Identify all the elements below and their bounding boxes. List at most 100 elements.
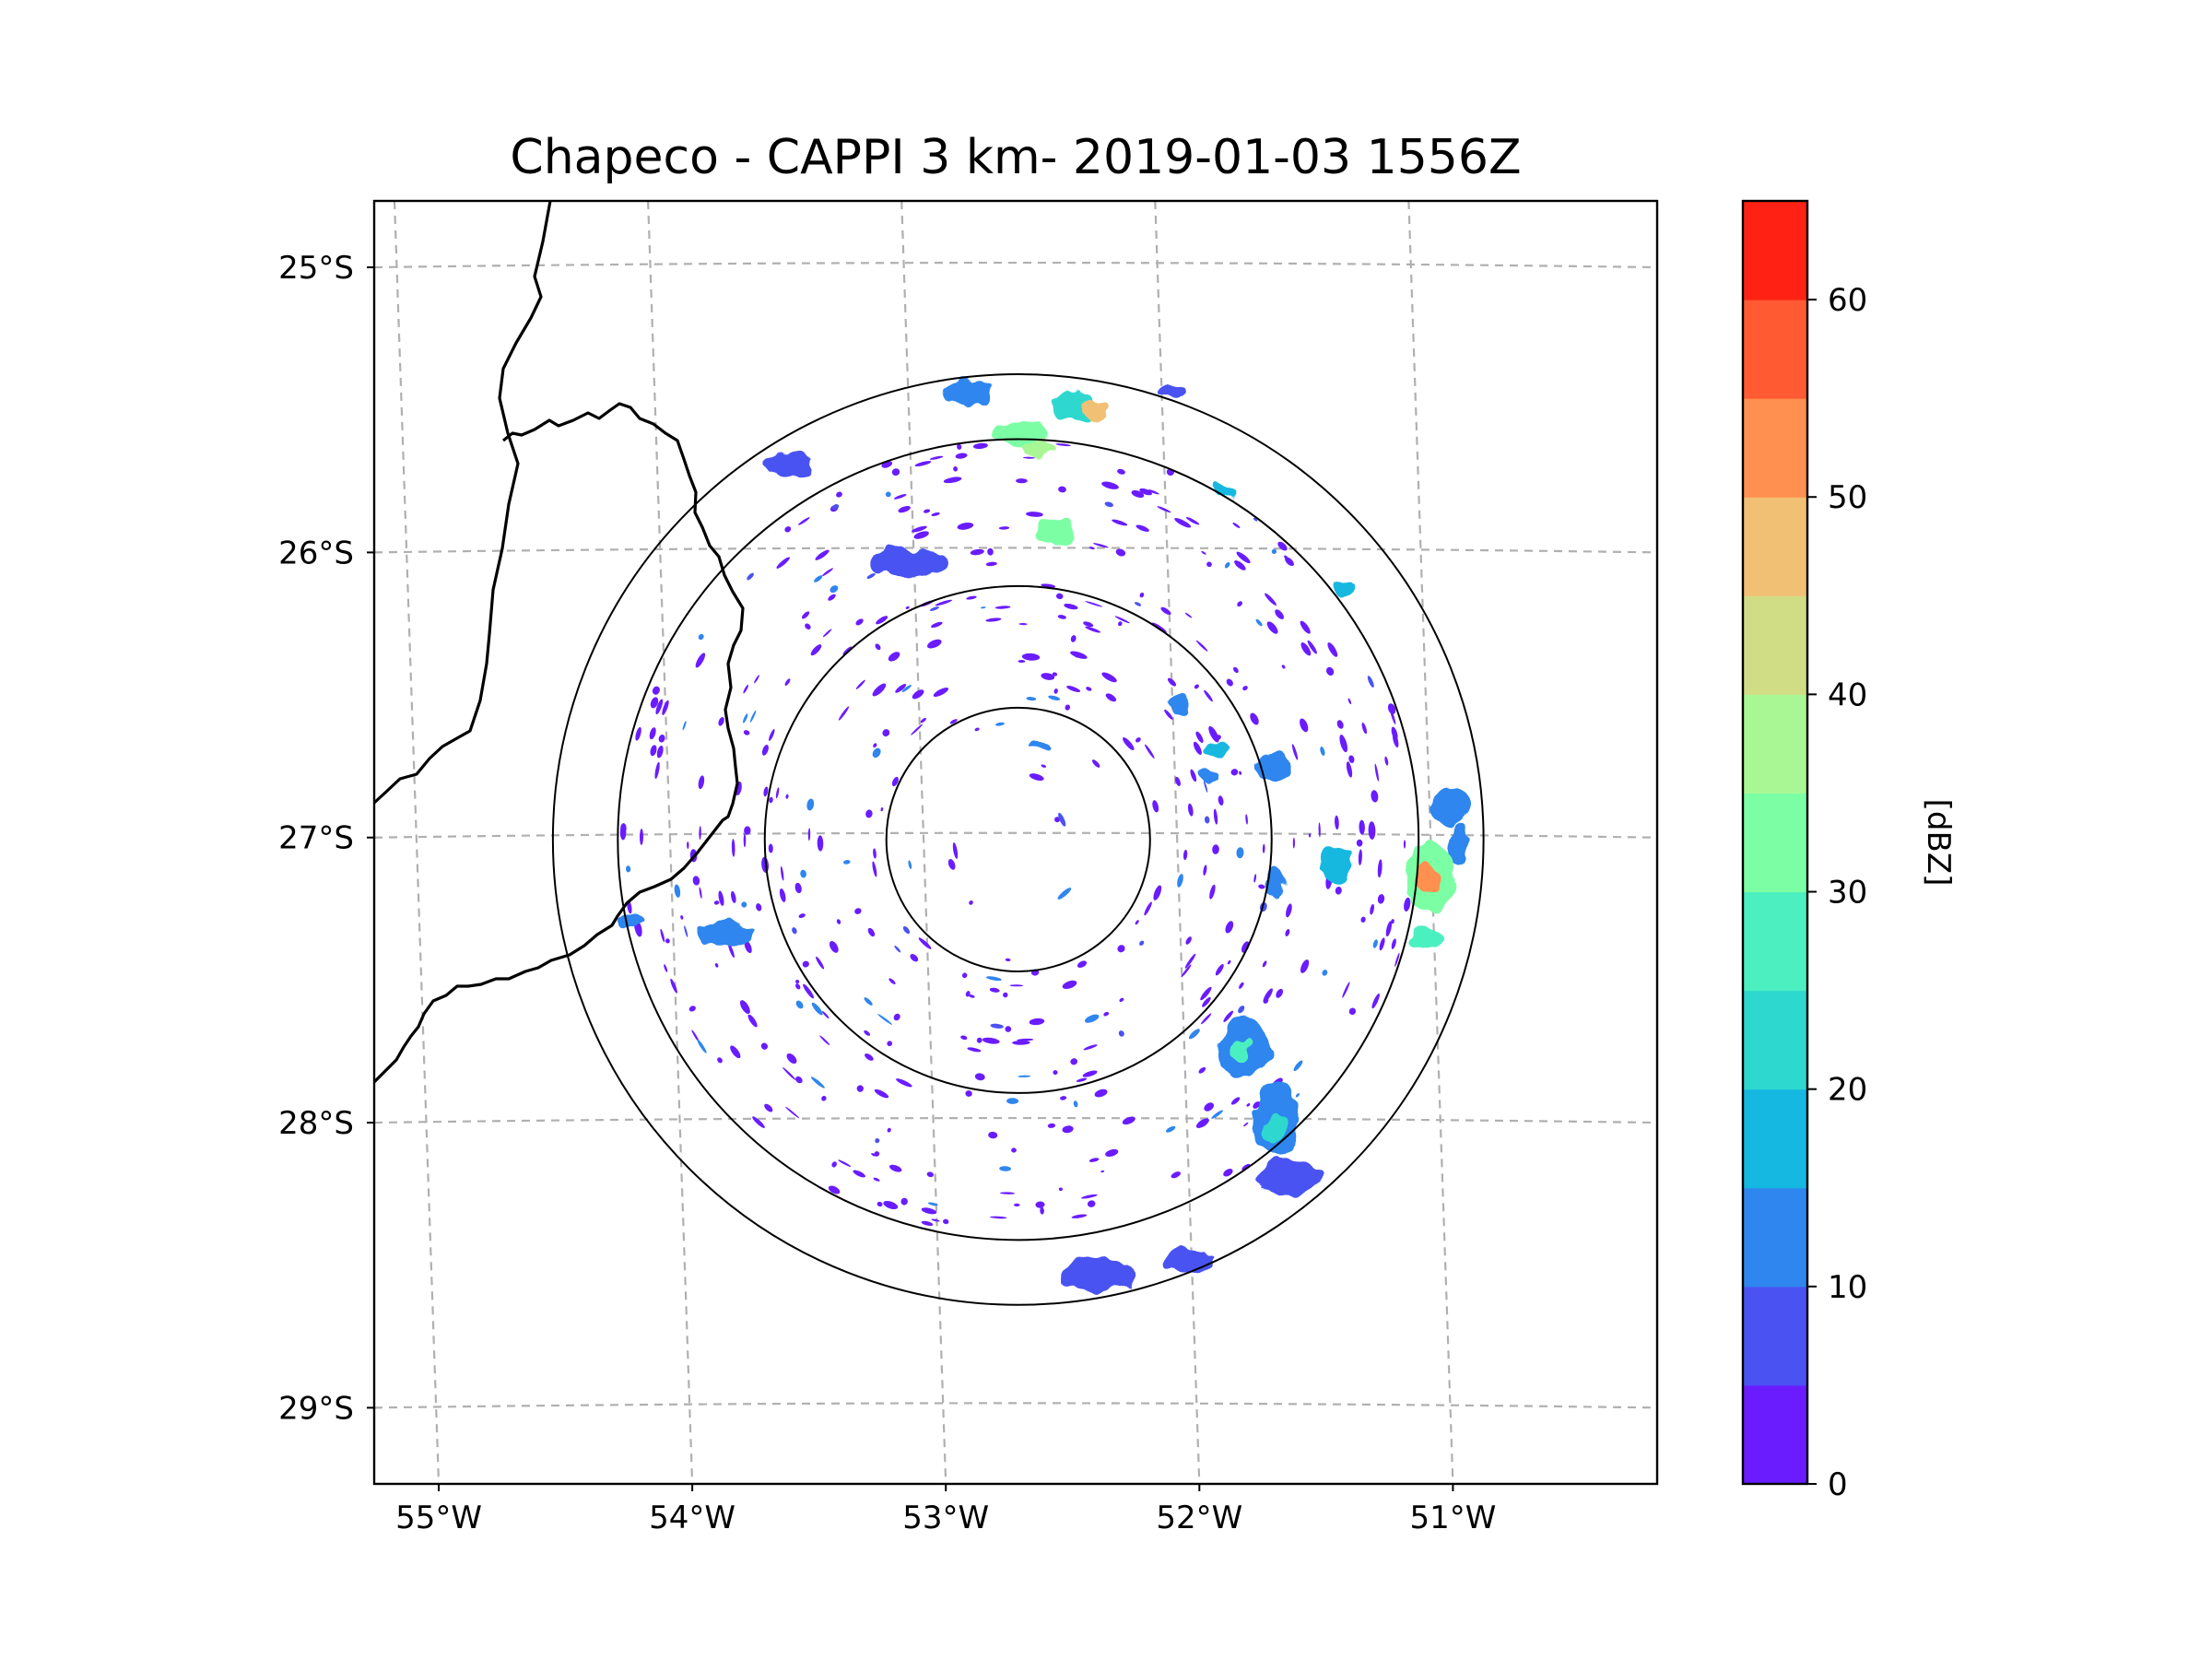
- speckle-echo: [1083, 1044, 1098, 1051]
- speckle-echo: [1105, 693, 1117, 702]
- speckle-echo: [1245, 814, 1248, 825]
- speckle-echo: [1077, 960, 1088, 968]
- speckle-echo: [1135, 524, 1149, 532]
- speckle-echo: [908, 860, 912, 869]
- speckle-echo: [682, 721, 687, 731]
- speckle-echo: [1055, 593, 1064, 600]
- speckle-echo: [782, 1066, 796, 1081]
- speckle-echo: [1239, 982, 1244, 989]
- lon-tick-label: 53°W: [902, 1500, 989, 1536]
- speckle-echo: [779, 888, 786, 902]
- speckle-echo: [1238, 1006, 1245, 1014]
- speckle-echo: [830, 585, 839, 594]
- speckle-echo: [743, 730, 750, 735]
- speckle-echo: [912, 689, 924, 700]
- speckle-echo: [1271, 548, 1277, 555]
- speckle-echo: [1360, 916, 1366, 923]
- speckle-echo: [882, 729, 890, 737]
- echo-cell: [942, 376, 994, 407]
- speckle-echo: [1023, 456, 1035, 459]
- speckle-echo: [929, 606, 940, 611]
- speckle-echo: [650, 697, 659, 709]
- speckle-echo: [831, 504, 840, 511]
- speckle-echo: [829, 941, 839, 953]
- speckle-echo: [1065, 704, 1071, 711]
- speckle-echo: [969, 994, 975, 998]
- speckle-echo: [894, 945, 901, 953]
- speckle-echo: [1003, 992, 1008, 998]
- speckle-echo: [1348, 755, 1355, 763]
- speckle-echo: [1118, 621, 1123, 627]
- latitude-tick-labels: 25°S 26°S 27°S 28°S 29°S: [278, 250, 374, 1427]
- speckle-echo: [1083, 621, 1094, 628]
- speckle-echo: [687, 841, 689, 849]
- speckle-echo: [887, 1041, 893, 1047]
- parallel-line: [374, 1402, 1657, 1409]
- colorbar-band: [1743, 1187, 1807, 1288]
- speckle-echo: [619, 825, 627, 841]
- speckle-echo: [1275, 609, 1284, 619]
- speckle-echo: [768, 843, 773, 853]
- speckle-echo: [660, 928, 665, 943]
- speckle-echo: [1232, 523, 1241, 528]
- colorbar-band: [1743, 990, 1807, 1090]
- echo-cell: [1155, 384, 1186, 400]
- speckle-echo: [1100, 1170, 1105, 1173]
- echo-cell: [1030, 743, 1057, 754]
- speckle-echo: [665, 938, 670, 944]
- speckle-echo: [911, 724, 924, 735]
- speckle-echo: [743, 833, 747, 848]
- speckle-echo: [1358, 849, 1362, 865]
- speckle-echo: [1062, 980, 1077, 989]
- speckle-echo: [780, 865, 784, 881]
- speckle-echo: [947, 859, 956, 870]
- speckle-echo: [1285, 557, 1294, 567]
- speckle-echo: [1252, 715, 1257, 725]
- echo-cell: [1408, 926, 1440, 952]
- speckle-echo: [692, 876, 700, 886]
- speckle-echo: [1307, 640, 1317, 654]
- speckle-echo: [1101, 481, 1119, 489]
- speckle-echo: [943, 1218, 949, 1225]
- map-title: Chapeco - CAPPI 3 km- 2019-01-03 1556Z: [510, 130, 1521, 185]
- speckle-echo: [1253, 874, 1257, 883]
- speckle-echo: [1117, 468, 1125, 475]
- speckle-echo: [1174, 518, 1192, 528]
- speckle-echo: [1035, 1201, 1045, 1208]
- speckle-echo: [1005, 958, 1011, 962]
- speckle-echo: [819, 1035, 830, 1046]
- speckle-echo: [698, 775, 705, 790]
- speckle-echo: [1391, 726, 1398, 740]
- colorbar: 0 10 20 30 40 50 60 [dBZ]: [1741, 199, 1957, 1503]
- speckle-echo: [1374, 763, 1379, 782]
- speckle-echo: [744, 826, 751, 835]
- speckle-echo: [785, 794, 789, 799]
- speckle-echo: [828, 594, 836, 601]
- speckle-echo: [999, 1166, 1011, 1171]
- speckle-echo: [1101, 672, 1117, 683]
- speckle-echo: [1151, 622, 1167, 633]
- range-ring: [551, 373, 1485, 1306]
- speckle-echo: [1239, 771, 1242, 775]
- speckle-echo: [987, 547, 994, 556]
- speckle-echo: [1361, 722, 1368, 735]
- speckle-echo: [842, 646, 853, 655]
- speckle-echo: [810, 644, 822, 656]
- speckle-echo: [1091, 759, 1100, 768]
- speckle-echo: [658, 735, 665, 743]
- speckle-echo: [865, 809, 873, 818]
- parallel-line: [374, 1116, 1657, 1124]
- speckle-echo: [822, 629, 832, 638]
- colorbar-band: [1743, 398, 1807, 498]
- speckle-echo: [1029, 773, 1044, 782]
- speckle-echo: [1114, 616, 1130, 624]
- speckle-echo: [1070, 1058, 1078, 1065]
- speckle-echo: [1144, 901, 1152, 916]
- speckle-echo: [874, 1088, 889, 1099]
- speckle-echo: [1208, 725, 1219, 743]
- lon-tick-label: 51°W: [1409, 1500, 1496, 1536]
- echo-cell: [1168, 695, 1194, 716]
- parallel-line: [374, 547, 1657, 554]
- speckle-echo: [1253, 517, 1258, 522]
